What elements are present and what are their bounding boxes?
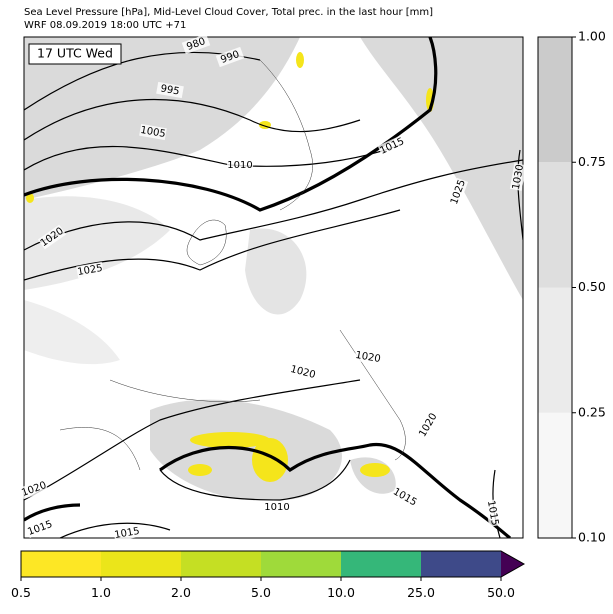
colorbar-tick-label: 1.00 xyxy=(578,29,606,44)
colorbar-segment xyxy=(538,412,572,538)
contour-label-bg xyxy=(377,135,407,157)
colorbar-tick-label: 0.5 xyxy=(11,585,31,600)
colorbar-tick-label: 25.0 xyxy=(407,585,435,600)
contour-label-bg xyxy=(76,261,104,279)
colorbar-segment xyxy=(538,37,572,163)
contour-label-bg xyxy=(181,33,211,55)
colorbar-segment xyxy=(21,551,101,577)
contour-label: 995 xyxy=(160,83,181,97)
colorbar-tick-label: 5.0 xyxy=(251,585,271,600)
contour-label-bg xyxy=(113,524,141,542)
contour-label-bg xyxy=(484,499,502,527)
contour-label: 1010 xyxy=(227,160,252,171)
colorbar-segment xyxy=(181,551,261,577)
map-frame xyxy=(23,36,524,539)
time-box xyxy=(28,43,122,65)
title-line-1: Sea Level Pressure [hPa], Mid-Level Clou… xyxy=(24,7,433,18)
coastlines xyxy=(59,59,406,471)
colorbar-extension xyxy=(501,551,524,577)
colorbar-segment xyxy=(538,287,572,413)
colorbar-segment xyxy=(261,551,341,577)
contour-label: 1020 xyxy=(354,350,381,365)
contour-label-bg xyxy=(215,46,245,68)
map xyxy=(24,37,523,538)
contour-label-bg xyxy=(288,362,318,382)
contour-label: 1015 xyxy=(485,500,500,527)
colorbar-tick-label: 50.0 xyxy=(487,585,515,600)
contour-label: 1030 xyxy=(511,164,526,191)
colorbar-segment xyxy=(341,551,421,577)
title-line-2: WRF 08.09.2019 18:00 UTC +71 xyxy=(24,20,186,31)
contour-label: 1015 xyxy=(114,526,141,541)
contour-label-bg xyxy=(447,177,469,207)
contour-label-bg xyxy=(264,501,290,513)
precipitation xyxy=(26,52,434,482)
contour-label: 1025 xyxy=(77,263,104,278)
colorbar-tick-label: 2.0 xyxy=(171,585,191,600)
contour-label-bg xyxy=(156,81,184,99)
contour-label-bg xyxy=(139,123,167,141)
contour-label-bg xyxy=(509,163,527,191)
contour-label-bg xyxy=(37,224,67,250)
contour-label-bg xyxy=(390,485,420,509)
contour-label: 1005 xyxy=(139,125,166,140)
time-label: 17 UTC Wed xyxy=(37,46,113,61)
colorbar-tick-label: 1.0 xyxy=(91,585,111,600)
contour-label: 1010 xyxy=(264,502,289,513)
contour-label-bg xyxy=(19,478,49,500)
colorbar-frame xyxy=(20,550,526,578)
contour-label-bg xyxy=(354,348,382,366)
colorbar-segment xyxy=(421,551,501,577)
colorbar-segment xyxy=(101,551,181,577)
contour-label-bg xyxy=(25,517,55,539)
colorbar-tick-label: 0.10 xyxy=(578,530,606,545)
cloud-colorbar: 0.10 0.25 0.50 0.75 1.00 xyxy=(537,29,606,545)
contour-label-bg xyxy=(227,159,253,171)
contour-label-bg xyxy=(416,410,440,440)
colorbar-tick-label: 0.25 xyxy=(578,404,606,419)
colorbar-tick-label: 0.75 xyxy=(578,154,606,169)
colorbar-tick-label: 10.0 xyxy=(327,585,355,600)
precip-colorbar: 0.5 1.0 2.0 5.0 10.0 25.0 50.0 xyxy=(11,550,526,600)
colorbar-tick-label: 0.50 xyxy=(578,279,606,294)
colorbar-segment xyxy=(538,162,572,288)
